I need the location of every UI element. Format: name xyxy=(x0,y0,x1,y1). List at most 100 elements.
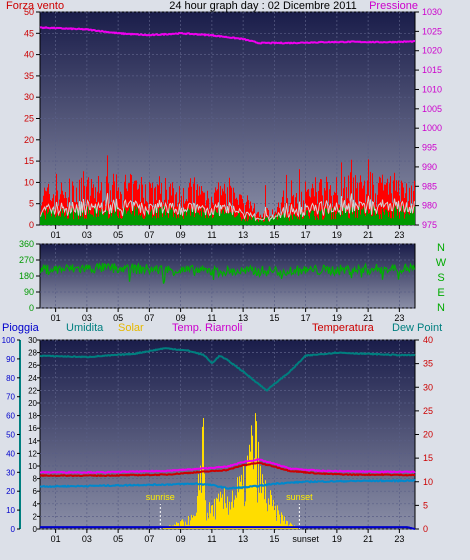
wind-xlabel-11: 11 xyxy=(207,230,216,240)
legend-temperature: Temperatura xyxy=(312,322,375,334)
wind-xlabel-13: 13 xyxy=(238,230,248,240)
humidity-ylabel-20: 20 xyxy=(28,399,37,408)
direction-xlabel-01: 01 xyxy=(51,313,61,323)
wind-ylabel-45: 45 xyxy=(24,28,34,38)
direction-xlabel-07: 07 xyxy=(144,313,154,323)
legend-dew-point: Dew Point xyxy=(392,322,442,334)
wind-xlabel-15: 15 xyxy=(269,230,279,240)
direction-xlabel-09: 09 xyxy=(176,313,186,323)
humidity-ylabel-0: 0 xyxy=(33,525,38,534)
rain-ylabel-80: 80 xyxy=(6,374,15,383)
pressure-ylabel-1000: 1000 xyxy=(422,123,442,133)
sunset-label: sunset xyxy=(286,492,313,502)
legend-temp-other: Temp. Riarnoli xyxy=(172,322,242,334)
sunrise-label: sunrise xyxy=(146,492,175,502)
direction-xlabel-21: 21 xyxy=(363,313,373,323)
direction-xlabel-17: 17 xyxy=(301,313,311,323)
pressure-ylabel-980: 980 xyxy=(422,201,437,211)
temp-xlabel-09: 09 xyxy=(176,534,186,544)
pressure-ylabel-1010: 1010 xyxy=(422,84,442,94)
temp-ylabel-10: 10 xyxy=(423,477,433,487)
temp-ylabel-5: 5 xyxy=(423,500,428,510)
temp-ylabel-35: 35 xyxy=(423,359,433,369)
wind-average-line xyxy=(40,193,415,223)
humidity-ylabel-10: 10 xyxy=(28,462,37,471)
temp-xlabel-03: 03 xyxy=(82,534,92,544)
humidity-ylabel-22: 22 xyxy=(28,386,37,395)
compass-letter-e: E xyxy=(437,287,444,299)
pressure-ylabel-990: 990 xyxy=(422,162,437,172)
temp-ylabel-20: 20 xyxy=(423,430,433,440)
rain-ylabel-100: 100 xyxy=(2,336,16,345)
chart-series: sunrise sunset xyxy=(39,26,416,530)
temperature-panel xyxy=(39,339,416,530)
wind-ylabel-20: 20 xyxy=(24,135,34,145)
pressure-ylabel-1025: 1025 xyxy=(422,26,442,36)
temp-ylabel-25: 25 xyxy=(423,406,433,416)
wind-ylabel-0: 0 xyxy=(29,220,34,230)
direction-ylabel-360: 360 xyxy=(19,239,34,249)
pressure-ylabel-1015: 1015 xyxy=(422,65,442,75)
wind-xlabel-01: 01 xyxy=(51,230,61,240)
pressure-ylabel-1005: 1005 xyxy=(422,104,442,114)
wind-speed-label: Forza vento xyxy=(6,0,64,12)
humidity-ylabel-14: 14 xyxy=(28,437,37,446)
rain-ylabel-40: 40 xyxy=(6,449,15,458)
direction-ylabel-90: 90 xyxy=(24,287,34,297)
dew-point-line xyxy=(39,478,416,490)
direction-xlabel-15: 15 xyxy=(269,313,279,323)
rain-line xyxy=(40,526,416,530)
temp-xlabel-13: 13 xyxy=(238,534,248,544)
wind-direction-line xyxy=(39,262,416,284)
wind-ylabel-50: 50 xyxy=(24,7,34,17)
rain-ylabel-60: 60 xyxy=(6,412,15,421)
wind-ylabel-25: 25 xyxy=(24,114,34,124)
direction-xlabel-23: 23 xyxy=(394,313,404,323)
temp-xlabel-01: 01 xyxy=(51,534,61,544)
humidity-ylabel-8: 8 xyxy=(33,475,38,484)
temp-other-line xyxy=(40,458,416,475)
rain-ylabel-90: 90 xyxy=(6,355,15,364)
humidity-line xyxy=(39,347,416,392)
direction-ylabel-0: 0 xyxy=(29,303,34,313)
temp-xlabel-19: 19 xyxy=(332,534,342,544)
temp-ylabel-30: 30 xyxy=(423,382,433,392)
rain-ylabel-0: 0 xyxy=(11,525,16,534)
direction-xlabel-03: 03 xyxy=(82,313,92,323)
graph-title: 24 hour graph day : 02 Dicembre 2011 xyxy=(169,0,357,12)
wind-ylabel-30: 30 xyxy=(24,92,34,102)
humidity-ylabel-28: 28 xyxy=(28,349,37,358)
wind-xlabel-03: 03 xyxy=(82,230,92,240)
rain-ylabel-70: 70 xyxy=(6,393,15,402)
legend-solar: Solar xyxy=(118,322,144,334)
wind-xlabel-05: 05 xyxy=(113,230,123,240)
direction-ylabel-270: 270 xyxy=(19,255,34,265)
humidity-ylabel-6: 6 xyxy=(33,487,38,496)
pressure-ylabel-1030: 1030 xyxy=(422,7,442,17)
direction-xlabel-13: 13 xyxy=(238,313,248,323)
rain-ylabel-50: 50 xyxy=(6,431,15,440)
pressure-ylabel-985: 985 xyxy=(422,181,437,191)
pressure-ylabel-995: 995 xyxy=(422,143,437,153)
humidity-ylabel-16: 16 xyxy=(28,424,37,433)
temp-xlabel-23: 23 xyxy=(394,534,404,544)
wind-xlabel-07: 07 xyxy=(144,230,154,240)
pressure-label: Pressione xyxy=(369,0,418,12)
temp-xlabel-15: 15 xyxy=(269,534,279,544)
temp-ylabel-15: 15 xyxy=(423,453,433,463)
pressure-ylabel-975: 975 xyxy=(422,220,437,230)
wind-ylabel-40: 40 xyxy=(24,50,34,60)
direction-ylabel-180: 180 xyxy=(19,271,34,281)
compass-letter-n-bottom: N xyxy=(437,302,445,314)
wind-xlabel-09: 09 xyxy=(176,230,186,240)
humidity-ylabel-30: 30 xyxy=(28,336,37,345)
legend-humidity: Umidita xyxy=(66,322,104,334)
direction-xlabel-19: 19 xyxy=(332,313,342,323)
wind-ylabel-5: 5 xyxy=(29,199,34,209)
wind-ylabel-35: 35 xyxy=(24,71,34,81)
humidity-ylabel-12: 12 xyxy=(28,449,37,458)
direction-xlabel-11: 11 xyxy=(207,313,216,323)
humidity-ylabel-4: 4 xyxy=(33,500,38,509)
